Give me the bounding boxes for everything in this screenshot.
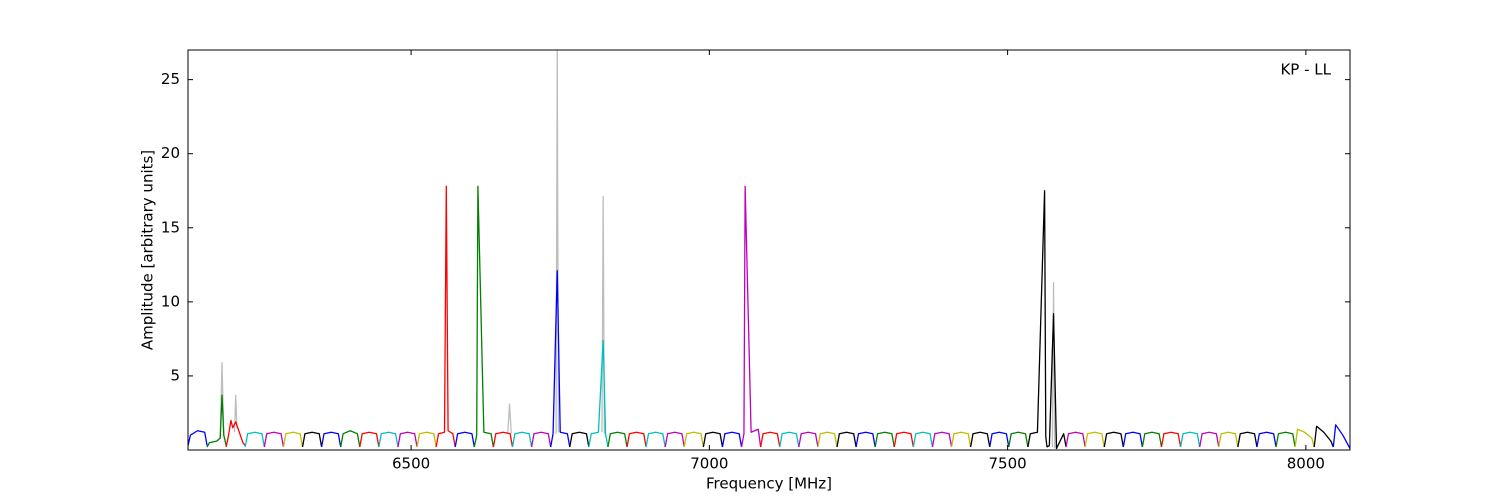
- y-tick-label: 20: [161, 144, 180, 162]
- spectrum-line: [855, 431, 876, 448]
- spectrum-line: [989, 431, 1010, 448]
- spectrum-line: [1237, 431, 1258, 448]
- spectrum-line: [626, 431, 647, 448]
- spectrum-line: [1084, 431, 1105, 448]
- spectrum-line: [1008, 431, 1029, 448]
- spectrum-line: [683, 431, 705, 448]
- spectrum-line: [874, 431, 895, 448]
- spectrum-line: [1256, 431, 1277, 448]
- plot-area: [188, 50, 1350, 450]
- spectrum-line: [740, 185, 762, 448]
- spectrum-line: [836, 431, 857, 448]
- spectrum-line: [263, 431, 285, 448]
- y-tick-label: 10: [161, 292, 180, 310]
- spectrum-line: [320, 431, 342, 448]
- spectrum-line: [1218, 431, 1239, 448]
- spectrum-line: [779, 431, 800, 448]
- spectrum-line: [893, 431, 914, 448]
- spectrum-line: [1065, 431, 1086, 448]
- spectrum-line: [1046, 313, 1067, 450]
- spectrum-line: [702, 431, 724, 448]
- spectrum-line: [359, 431, 380, 448]
- spectrum-line: [550, 270, 571, 448]
- spectrum-line: [645, 431, 666, 448]
- spectrum-line: [397, 431, 418, 448]
- spectrum-line: [378, 431, 399, 448]
- spectrum-line: [340, 430, 361, 448]
- spectrum-line: [569, 431, 590, 448]
- spectrum-line: [969, 431, 991, 448]
- y-tick-label: 15: [161, 218, 180, 236]
- spectrum-line: [492, 431, 514, 448]
- plot-frame: [187, 49, 1351, 451]
- spectrum-line: [1275, 431, 1296, 448]
- spectrum-line: [1199, 431, 1220, 448]
- spectrum-line: [607, 431, 628, 448]
- spectrum-line: [1027, 190, 1048, 448]
- spectrum-line: [664, 431, 685, 448]
- annotation: KP - LL: [1280, 61, 1331, 79]
- spectrum-line: [1294, 428, 1315, 448]
- spectrum-line: [1122, 431, 1144, 448]
- spectrum-line: [416, 431, 437, 448]
- y-tick-label: 25: [161, 70, 180, 88]
- spectrum-line: [1313, 425, 1334, 448]
- x-axis-label: Frequency [MHz]: [706, 475, 832, 493]
- spectrum-line: [1160, 431, 1182, 448]
- spectrum-line: [931, 431, 953, 448]
- x-tick-label: 6500: [392, 455, 430, 473]
- spectrum-line: [530, 431, 552, 448]
- spectrum-line: [1141, 431, 1163, 448]
- spectrum-line: [950, 431, 972, 448]
- x-tick-label: 8000: [1287, 455, 1325, 473]
- y-tick-label: 5: [170, 366, 180, 384]
- spectrum-line: [435, 185, 456, 448]
- spectrum-line: [206, 394, 227, 448]
- spectrum-line: [188, 430, 208, 446]
- x-tick-label: 7000: [690, 455, 728, 473]
- y-axis-label: Amplitude [arbitrary units]: [139, 150, 157, 350]
- spectrum-line: [760, 431, 781, 448]
- spectrum-line: [1332, 424, 1350, 449]
- spectrum-line: [912, 431, 934, 448]
- x-tick-label: 7500: [989, 455, 1027, 473]
- spectrum-line: [798, 431, 819, 448]
- spectrum-line: [1179, 431, 1201, 448]
- spectrum-line: [507, 403, 512, 434]
- spectrum-line: [244, 431, 265, 448]
- spectrum-line: [511, 431, 533, 448]
- spectrum-line: [301, 431, 323, 448]
- spectrum-line: [225, 419, 246, 448]
- spectrum-line: [282, 431, 304, 448]
- spectrum-line: [1103, 431, 1124, 448]
- plot-lines: [188, 50, 1350, 450]
- spectrum-line: [473, 185, 495, 448]
- spectrum-line: [1051, 281, 1056, 449]
- spectrum-line: [588, 339, 609, 448]
- spectrum-line: [454, 431, 475, 448]
- spectrum-line: [817, 431, 838, 448]
- spectrum-line: [721, 431, 743, 448]
- spectrum-line: [233, 394, 238, 433]
